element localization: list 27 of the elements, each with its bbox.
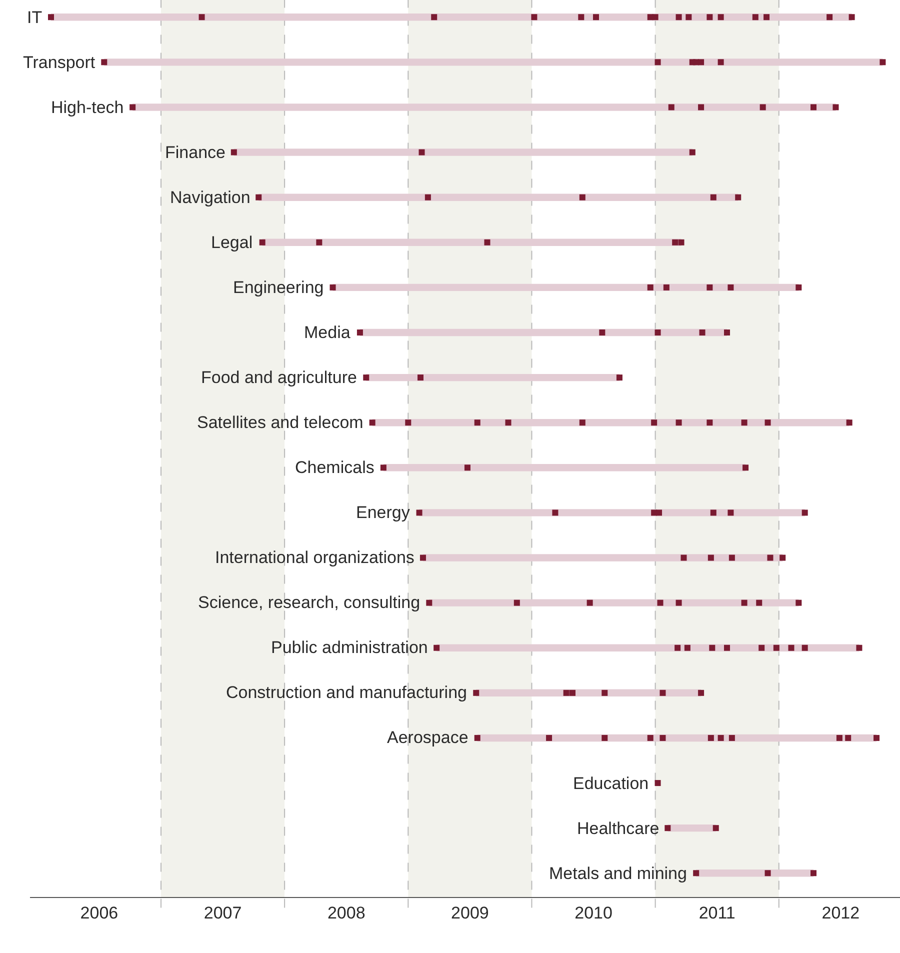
y-tick-label: Science, research, consulting (198, 593, 420, 612)
y-tick-label: Navigation (170, 188, 250, 207)
y-tick-label: IT (27, 8, 42, 27)
x-tick-label: 2012 (822, 903, 860, 922)
y-tick-label: Healthcare (577, 819, 660, 838)
y-tick-label: Food and agriculture (201, 368, 357, 387)
y-tick-label: Metals and mining (549, 864, 687, 883)
y-tick-label: Media (304, 323, 351, 342)
x-tick-label: 2008 (327, 903, 366, 922)
x-tick-label: 2011 (698, 903, 736, 922)
x-tick-label: 2007 (204, 903, 242, 922)
x-tick-label: 2010 (574, 903, 612, 922)
y-tick-label: Construction and manufacturing (226, 683, 467, 702)
x-tick-label: 2009 (451, 903, 489, 922)
y-tick-label: Public administration (271, 638, 428, 657)
x-tick-label: 2006 (80, 903, 118, 922)
y-tick-label: Energy (356, 503, 410, 522)
y-tick-label: Legal (211, 233, 253, 252)
y-tick-label: International organizations (215, 548, 414, 567)
y-tick-label: High-tech (51, 98, 124, 117)
y-tick-label: Transport (23, 53, 96, 72)
y-tick-label: Engineering (233, 278, 324, 297)
y-tick-label: Satellites and telecom (197, 413, 364, 432)
y-tick-label: Education (573, 774, 649, 793)
y-tick-label: Aerospace (387, 728, 468, 747)
y-tick-label: Chemicals (295, 458, 374, 477)
y-tick-label: Finance (165, 143, 226, 162)
